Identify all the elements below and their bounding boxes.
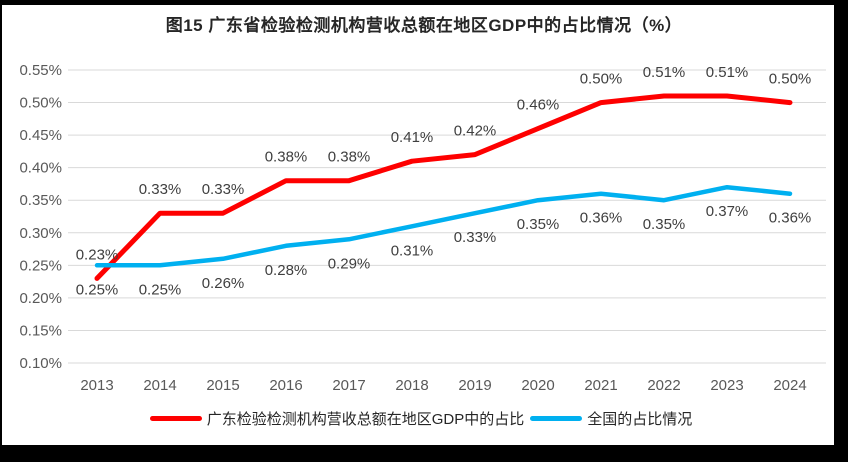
x-axis-tick-label: 2018 — [395, 377, 428, 394]
y-axis-tick-label: 0.45% — [19, 127, 62, 144]
data-label: 0.35% — [643, 216, 686, 233]
data-label: 0.33% — [454, 229, 497, 246]
x-axis-tick-label: 2015 — [206, 377, 239, 394]
x-axis-tick-label: 2023 — [710, 377, 743, 394]
y-axis-tick-label: 0.10% — [19, 355, 62, 372]
data-label: 0.26% — [202, 275, 245, 292]
y-axis-tick-label: 0.50% — [19, 95, 62, 112]
data-label: 0.41% — [391, 129, 434, 146]
data-label: 0.25% — [139, 281, 182, 298]
data-label: 0.33% — [202, 181, 245, 198]
data-label: 0.35% — [517, 216, 560, 233]
data-label: 0.28% — [265, 262, 308, 279]
guangdong-series-swatch-icon — [149, 416, 202, 421]
data-label: 0.46% — [517, 97, 560, 114]
x-axis-tick-label: 2021 — [584, 377, 617, 394]
data-label: 0.33% — [139, 181, 182, 198]
data-label: 0.51% — [643, 64, 686, 81]
chart-title: 图15 广东省检验检测机构营收总额在地区GDP中的占比情况（%） — [165, 16, 683, 35]
y-axis-tick-label: 0.35% — [19, 192, 62, 209]
data-label: 0.36% — [580, 210, 623, 227]
x-axis-tick-label: 2017 — [332, 377, 365, 394]
x-axis-tick-label: 2022 — [647, 377, 680, 394]
data-label: 0.38% — [265, 149, 308, 166]
data-label: 0.50% — [580, 71, 623, 88]
data-label: 0.42% — [454, 123, 497, 140]
y-axis-tick-label: 0.25% — [19, 257, 62, 274]
data-label: 0.37% — [706, 203, 749, 220]
x-axis-tick-label: 2013 — [80, 377, 113, 394]
x-axis-tick-label: 2020 — [521, 377, 554, 394]
legend-label-national: 全国的占比情况 — [587, 411, 693, 428]
x-axis-tick-label: 2014 — [143, 377, 176, 394]
series-line-0 — [94, 93, 793, 281]
y-axis-tick-label: 0.20% — [19, 290, 62, 307]
x-axis-tick-label: 2016 — [269, 377, 302, 394]
legend-item-national: 全国的占比情况 — [524, 408, 692, 429]
legend-label-guangdong: 广东检验检测机构营收总额在地区GDP中的占比 — [206, 411, 525, 428]
x-axis-tick-label: 2024 — [773, 377, 806, 394]
data-label: 0.36% — [769, 210, 812, 227]
legend-item-guangdong: 广东检验检测机构营收总额在地区GDP中的占比 — [144, 408, 525, 429]
data-label: 0.51% — [706, 64, 749, 81]
y-axis-tick-label: 0.15% — [19, 322, 62, 339]
y-axis-tick-label: 0.55% — [19, 62, 62, 79]
data-label: 0.23% — [76, 246, 119, 263]
y-axis-tick-label: 0.30% — [19, 225, 62, 242]
x-axis-tick-label: 2019 — [458, 377, 491, 394]
series-line-1 — [94, 184, 793, 268]
national-series-swatch-icon — [530, 416, 583, 421]
y-axis-tick-label: 0.40% — [19, 160, 62, 177]
data-label: 0.25% — [76, 281, 119, 298]
data-label: 0.31% — [391, 242, 434, 259]
data-label: 0.29% — [328, 255, 371, 272]
data-label: 0.50% — [769, 71, 812, 88]
chart-legend: 广东检验检测机构营收总额在地区GDP中的占比 全国的占比情况 — [2, 408, 834, 429]
data-label: 0.38% — [328, 149, 371, 166]
